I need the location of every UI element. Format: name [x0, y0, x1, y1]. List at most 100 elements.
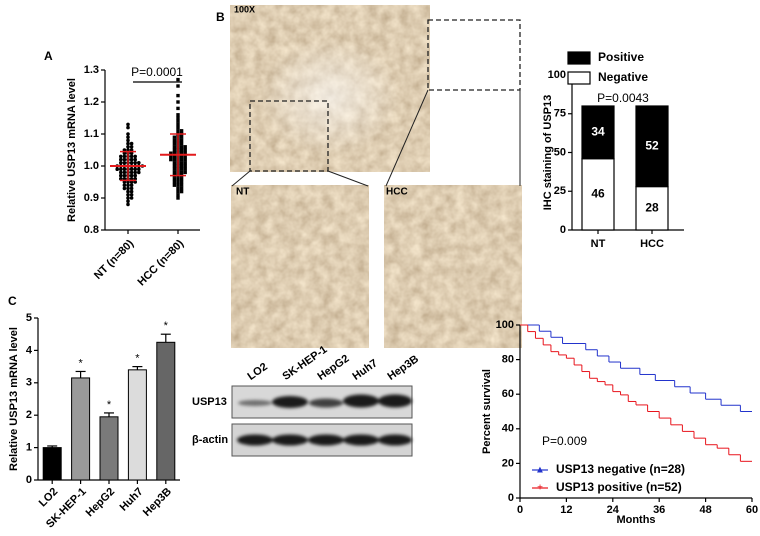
- zoom-line: [327, 170, 369, 187]
- bar-segment: [635, 105, 669, 188]
- dot: [169, 157, 173, 162]
- dot: [122, 183, 127, 187]
- ihc-images: 100X NT HCC: [230, 4, 522, 348]
- dot: [137, 161, 141, 165]
- dot: [176, 186, 180, 191]
- dot: [126, 189, 130, 194]
- dot: [137, 167, 141, 171]
- bar-segment: [635, 186, 669, 231]
- image-label: NT: [236, 187, 249, 198]
- micrograph-overlay: [230, 5, 430, 172]
- legend-label: USP13 negative (n=28): [556, 462, 685, 476]
- y-axis-label: IHC staining of USP13: [542, 95, 554, 211]
- legend-label: USP13 positive (n=52): [556, 480, 682, 494]
- zoom-box: [427, 19, 521, 91]
- dot: [176, 77, 180, 82]
- dot: [126, 138, 130, 143]
- dot: [183, 161, 187, 165]
- dot: [176, 84, 180, 88]
- bar: [99, 416, 119, 481]
- dot: [133, 154, 137, 159]
- y-tick-label: 0.9: [84, 192, 99, 204]
- bar-segment: [581, 105, 615, 160]
- y-tick-label: 0.8: [84, 224, 99, 236]
- significance: *: [107, 399, 112, 411]
- y-tick-label: 0: [26, 474, 32, 486]
- y-tick-label: 1: [26, 442, 32, 454]
- x-tick-label: HCC: [640, 238, 664, 250]
- x-tick-label: 12: [560, 504, 572, 516]
- dot: [176, 93, 180, 98]
- dot: [115, 167, 119, 171]
- dot: [129, 183, 134, 187]
- y-tick-label: 1.1: [84, 128, 99, 140]
- band: [308, 434, 344, 446]
- legend-marker: +: [537, 483, 543, 494]
- dot: [179, 129, 184, 133]
- western-blot: USP13 β-actin: [192, 385, 413, 457]
- dot: [176, 116, 180, 120]
- dot: [133, 161, 137, 165]
- band: [238, 400, 272, 406]
- dot: [183, 154, 187, 159]
- y-tick-label: 60: [502, 388, 514, 400]
- dot: [172, 145, 177, 149]
- dot: [133, 157, 137, 162]
- band: [343, 434, 379, 446]
- dot: [172, 170, 177, 175]
- y-axis-label: Relative USP13 mRNA level: [8, 327, 20, 471]
- value-label: 34: [591, 125, 605, 139]
- band: [272, 396, 308, 408]
- blot-row-label: β-actin: [192, 434, 228, 446]
- dot: [129, 189, 134, 194]
- dot: [169, 154, 173, 159]
- dot: [172, 167, 177, 171]
- panel-label: C: [8, 294, 17, 308]
- dot: [122, 173, 127, 178]
- dot: [179, 141, 184, 146]
- dot: [169, 151, 173, 155]
- dot: [183, 148, 187, 152]
- dot: [179, 145, 184, 149]
- dot: [179, 167, 184, 171]
- dot: [183, 157, 187, 162]
- dot: [172, 138, 177, 143]
- dot: [126, 135, 130, 139]
- dot: [133, 170, 137, 175]
- x-axis-label: Months: [616, 514, 655, 526]
- x-tick-label: 36: [653, 504, 665, 516]
- dot: [183, 145, 187, 149]
- dot: [176, 119, 180, 123]
- band: [378, 434, 412, 446]
- dot: [176, 180, 180, 184]
- dot: [122, 154, 127, 159]
- dot: [176, 129, 180, 133]
- dot: [179, 154, 184, 159]
- dot: [133, 173, 137, 178]
- dot: [176, 177, 180, 181]
- value-label: 46: [591, 187, 605, 201]
- blot-row-label: USP13: [192, 396, 227, 408]
- dot: [119, 173, 123, 178]
- y-tick-label: 0: [508, 492, 514, 504]
- band: [272, 434, 308, 446]
- dot: [172, 151, 177, 155]
- legend-label: Positive: [598, 50, 644, 64]
- dot: [172, 164, 177, 168]
- dot: [126, 183, 130, 187]
- dot: [179, 157, 184, 162]
- dot: [129, 173, 134, 178]
- magnification: 100X: [234, 4, 255, 14]
- lane-label: Hep3B: [386, 353, 421, 383]
- dot: [179, 183, 184, 187]
- y-tick-label: 5: [26, 312, 32, 324]
- panel-label: B: [216, 10, 225, 24]
- dot: [172, 148, 177, 152]
- dot: [172, 183, 177, 187]
- legend-label: Negative: [598, 70, 648, 84]
- dot: [126, 202, 130, 207]
- annotation: P=0.0001: [131, 65, 183, 79]
- significance: *: [135, 353, 140, 365]
- dot: [179, 151, 184, 155]
